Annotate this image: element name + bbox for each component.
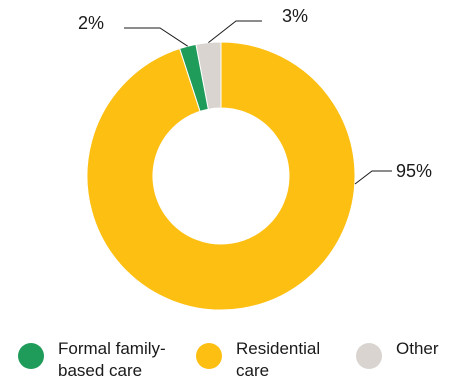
legend-label-line: care [236, 361, 270, 380]
legend-label-line: Formal family- [58, 339, 166, 358]
leader-line-formal-family-based-care [124, 27, 188, 47]
legend-label-formal-family-based-care: Formal family- based care [58, 338, 166, 382]
legend-label-line: Other [396, 339, 439, 358]
value-label-other: 3% [282, 6, 308, 26]
value-label-formal-family-based-care: 2% [78, 13, 104, 33]
legend-label-line: Residential [236, 339, 321, 358]
legend-swatch-residential-care [196, 343, 222, 369]
legend-swatch-other [356, 343, 382, 369]
legend-label-residential-care: Residential care [236, 338, 320, 382]
leader-line-other [208, 20, 262, 43]
donut-chart: 2% 3% 95% [78, 6, 432, 311]
leader-line-residential-care [354, 170, 392, 185]
legend-item-other: Other [356, 338, 439, 369]
legend-label-line: based care [58, 361, 143, 380]
slice-residential-care [86, 41, 356, 311]
legend-item-formal-family-based-care: Formal family- based care [18, 338, 166, 382]
legend: Formal family- based care Residential ca… [0, 330, 457, 383]
legend-swatch-formal-family-based-care [18, 343, 44, 369]
legend-item-residential-care: Residential care [196, 338, 320, 382]
legend-label-other: Other [396, 338, 439, 360]
value-label-residential-care: 95% [396, 161, 432, 181]
